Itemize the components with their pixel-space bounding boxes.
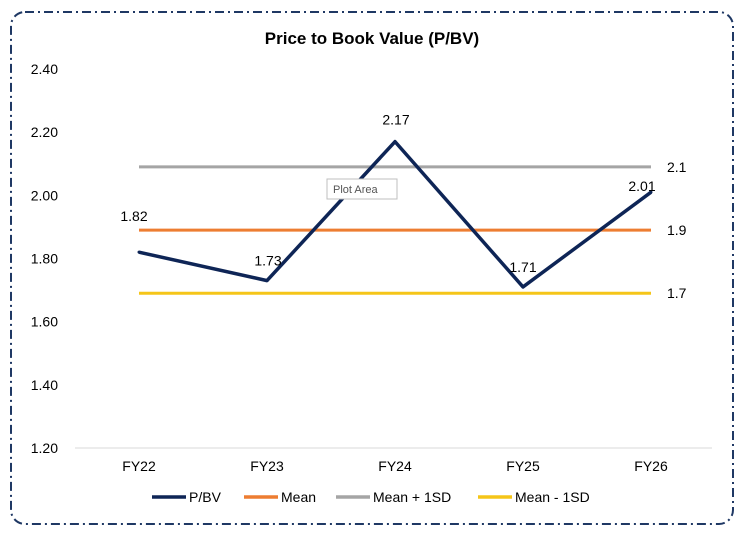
- x-tick-label: FY25: [506, 458, 540, 474]
- y-tick-label: 2.20: [31, 124, 58, 140]
- legend-label-mean-1sd: Mean - 1SD: [515, 489, 590, 505]
- x-tick-label: FY22: [122, 458, 156, 474]
- end-label-mean: 1.9: [667, 222, 687, 238]
- data-label-pbv: 2.01: [628, 178, 655, 194]
- x-tick-label: FY26: [634, 458, 668, 474]
- y-axis: 1.20 1.40 1.60 1.80 2.00 2.20 2.40: [31, 61, 58, 456]
- y-tick-label: 1.20: [31, 440, 58, 456]
- data-point-pbv: [649, 190, 653, 194]
- legend-label-mean-1sd: Mean + 1SD: [373, 489, 451, 505]
- x-axis: FY22 FY23 FY24 FY25 FY26: [75, 447, 712, 474]
- x-tick-label: FY23: [250, 458, 284, 474]
- data-label-pbv: 1.82: [120, 208, 147, 224]
- y-tick-label: 1.40: [31, 377, 58, 393]
- data-point-pbv: [137, 250, 141, 254]
- data-point-pbv: [265, 279, 269, 283]
- y-tick-label: 2.40: [31, 61, 58, 77]
- y-tick-label: 1.80: [31, 251, 58, 267]
- legend: P/BV Mean Mean + 1SD Mean - 1SD: [152, 489, 590, 505]
- x-tick-label: FY24: [378, 458, 412, 474]
- plot-area-tooltip: Plot Area: [326, 178, 398, 200]
- y-tick-label: 1.60: [31, 314, 58, 330]
- legend-label-mean: Mean: [281, 489, 316, 505]
- end-label-mean-1sd: 2.1: [667, 159, 687, 175]
- data-label-pbv: 1.71: [509, 259, 536, 275]
- legend-label-p-bv: P/BV: [189, 489, 222, 505]
- data-point-pbv: [521, 285, 525, 289]
- chart-title: Price to Book Value (P/BV): [265, 29, 479, 48]
- data-point-pbv: [393, 140, 397, 144]
- tooltip-text: Plot Area: [333, 184, 379, 196]
- tooltip-box: [326, 178, 398, 200]
- plot-area[interactable]: 2.1 1.9 1.7 1.82 1.73 2.17 1.71 2.01: [120, 112, 686, 302]
- y-tick-label: 2.00: [31, 187, 58, 203]
- chart-border: [10, 11, 734, 525]
- data-label-pbv: 2.17: [382, 112, 409, 128]
- data-label-pbv: 1.73: [254, 253, 281, 269]
- end-label-mean-1sd: 1.7: [667, 285, 687, 301]
